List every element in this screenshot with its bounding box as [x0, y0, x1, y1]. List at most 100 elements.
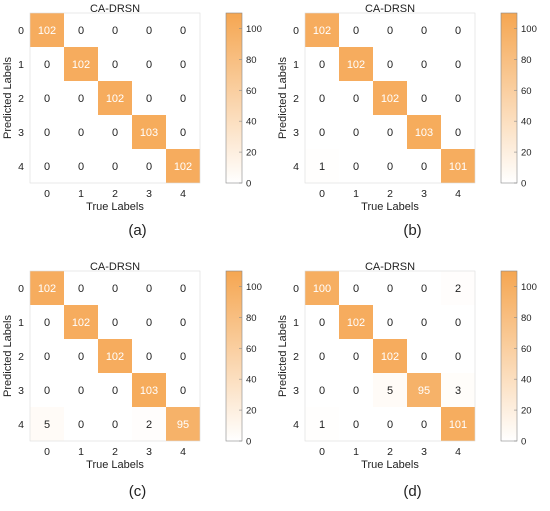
heatmap-cell [339, 13, 373, 47]
cell-value-label: 5 [387, 385, 393, 397]
cell-value-label: 0 [180, 385, 186, 397]
heatmap-cell [305, 271, 339, 305]
heatmap-cell [166, 271, 200, 305]
cell-value-label: 0 [180, 351, 186, 363]
cell-value-label: 0 [387, 419, 393, 431]
heatmap-cell [166, 407, 200, 441]
cell-value-label: 0 [455, 59, 461, 71]
cell-value-label: 0 [112, 59, 118, 71]
heatmap-cell [132, 339, 166, 373]
panel-b: CA-DRSN 102 0 0 0 0 0 102 0 0 0 0 0 102 0 0 0 0 0 103 0 1 0 0 0 1… [275, 0, 550, 253]
colorbar-tick-label: 60 [246, 344, 257, 355]
heatmap-cell [166, 373, 200, 407]
heatmap-cell [30, 149, 64, 183]
heatmap-cell [64, 149, 98, 183]
cell-value-label: 0 [319, 59, 325, 71]
heatmap-cell [64, 13, 98, 47]
heatmap-cell [98, 305, 132, 339]
y-axis-label: Predicted Labels [2, 57, 14, 139]
heatmap-cell [305, 115, 339, 149]
cell-value-label: 0 [387, 317, 393, 329]
cell-value-label: 0 [180, 283, 186, 295]
cell-value-label: 0 [353, 351, 359, 363]
cell-value-label: 0 [319, 317, 325, 329]
colorbar-tick-label: 20 [246, 406, 257, 417]
heatmap-cell [407, 271, 441, 305]
cell-value-label: 95 [177, 419, 189, 431]
cell-value-label: 0 [455, 25, 461, 37]
cell-value-label: 0 [78, 283, 84, 295]
heatmap-cell [64, 373, 98, 407]
heatmap-cell [30, 47, 64, 81]
cell-value-label: 0 [421, 25, 427, 37]
heatmap-cell [305, 149, 339, 183]
cell-value-label: 0 [146, 161, 152, 173]
cell-value-label: 0 [319, 385, 325, 397]
x-tick-label: 1 [353, 446, 359, 458]
heatmap-cell [30, 81, 64, 115]
heatmap-cell [64, 339, 98, 373]
cell-value-label: 0 [353, 385, 359, 397]
heatmap-cell [166, 149, 200, 183]
heatmap-cell [166, 115, 200, 149]
x-tick-label: 0 [44, 446, 50, 458]
x-tick-label: 0 [44, 188, 50, 200]
heatmap-cell [373, 81, 407, 115]
cell-value-label: 102 [38, 25, 56, 37]
heatmap-cell [373, 13, 407, 47]
cell-value-label: 0 [112, 127, 118, 139]
cell-value-label: 0 [78, 25, 84, 37]
heatmap-cell [30, 271, 64, 305]
heatmap-cell [373, 149, 407, 183]
cell-value-label: 103 [140, 127, 158, 139]
y-tick-label: 3 [293, 385, 299, 397]
heatmap-cell [98, 115, 132, 149]
heatmap-cell [407, 339, 441, 373]
cell-value-label: 103 [415, 127, 433, 139]
colorbar-tick-label: 80 [246, 313, 257, 324]
colorbar-tick-label: 20 [521, 148, 532, 159]
heatmap-cell [441, 13, 475, 47]
cell-value-label: 0 [180, 59, 186, 71]
cell-value-label: 0 [455, 317, 461, 329]
heatmap-cell [305, 47, 339, 81]
x-axis-label: True Labels [86, 201, 144, 213]
colorbar-tick-label: 80 [521, 313, 532, 324]
heatmap-cell [98, 339, 132, 373]
x-tick-label: 4 [180, 446, 186, 458]
cell-value-label: 0 [353, 25, 359, 37]
cell-value-label: 2 [146, 419, 152, 431]
heatmap-cell [407, 13, 441, 47]
y-tick-label: 4 [18, 419, 24, 431]
x-tick-label: 4 [180, 188, 186, 200]
colorbar-tick-label: 60 [521, 86, 532, 97]
colorbar-tick-label: 20 [521, 406, 532, 417]
cell-value-label: 0 [44, 351, 50, 363]
heatmap-cell [166, 339, 200, 373]
cell-value-label: 0 [421, 283, 427, 295]
cell-value-label: 0 [78, 351, 84, 363]
grid-frame [29, 12, 201, 184]
colorbar-tick-label: 40 [246, 375, 257, 386]
x-tick-label: 0 [319, 446, 325, 458]
x-tick-label: 0 [319, 188, 325, 200]
cell-value-label: 1 [319, 161, 325, 173]
cell-value-label: 102 [381, 351, 399, 363]
panel-d: CA-DRSN 100 0 0 0 2 0 102 0 0 0 0 0 102 0 0 0 0 5 95 3 1 0 0 0 10… [275, 258, 550, 511]
heatmap-cell [30, 407, 64, 441]
y-tick-label: 1 [18, 59, 24, 71]
cell-value-label: 0 [44, 317, 50, 329]
x-tick-label: 1 [78, 446, 84, 458]
cell-value-label: 101 [449, 419, 467, 431]
heatmap-cell [132, 13, 166, 47]
heatmap-cell [305, 373, 339, 407]
heatmap-cell [98, 13, 132, 47]
heatmap-cell [407, 81, 441, 115]
heatmap-cell [30, 115, 64, 149]
heatmap-cell [407, 305, 441, 339]
cell-value-label: 0 [455, 93, 461, 105]
cell-value-label: 102 [106, 351, 124, 363]
caption-c: (c) [128, 483, 147, 500]
